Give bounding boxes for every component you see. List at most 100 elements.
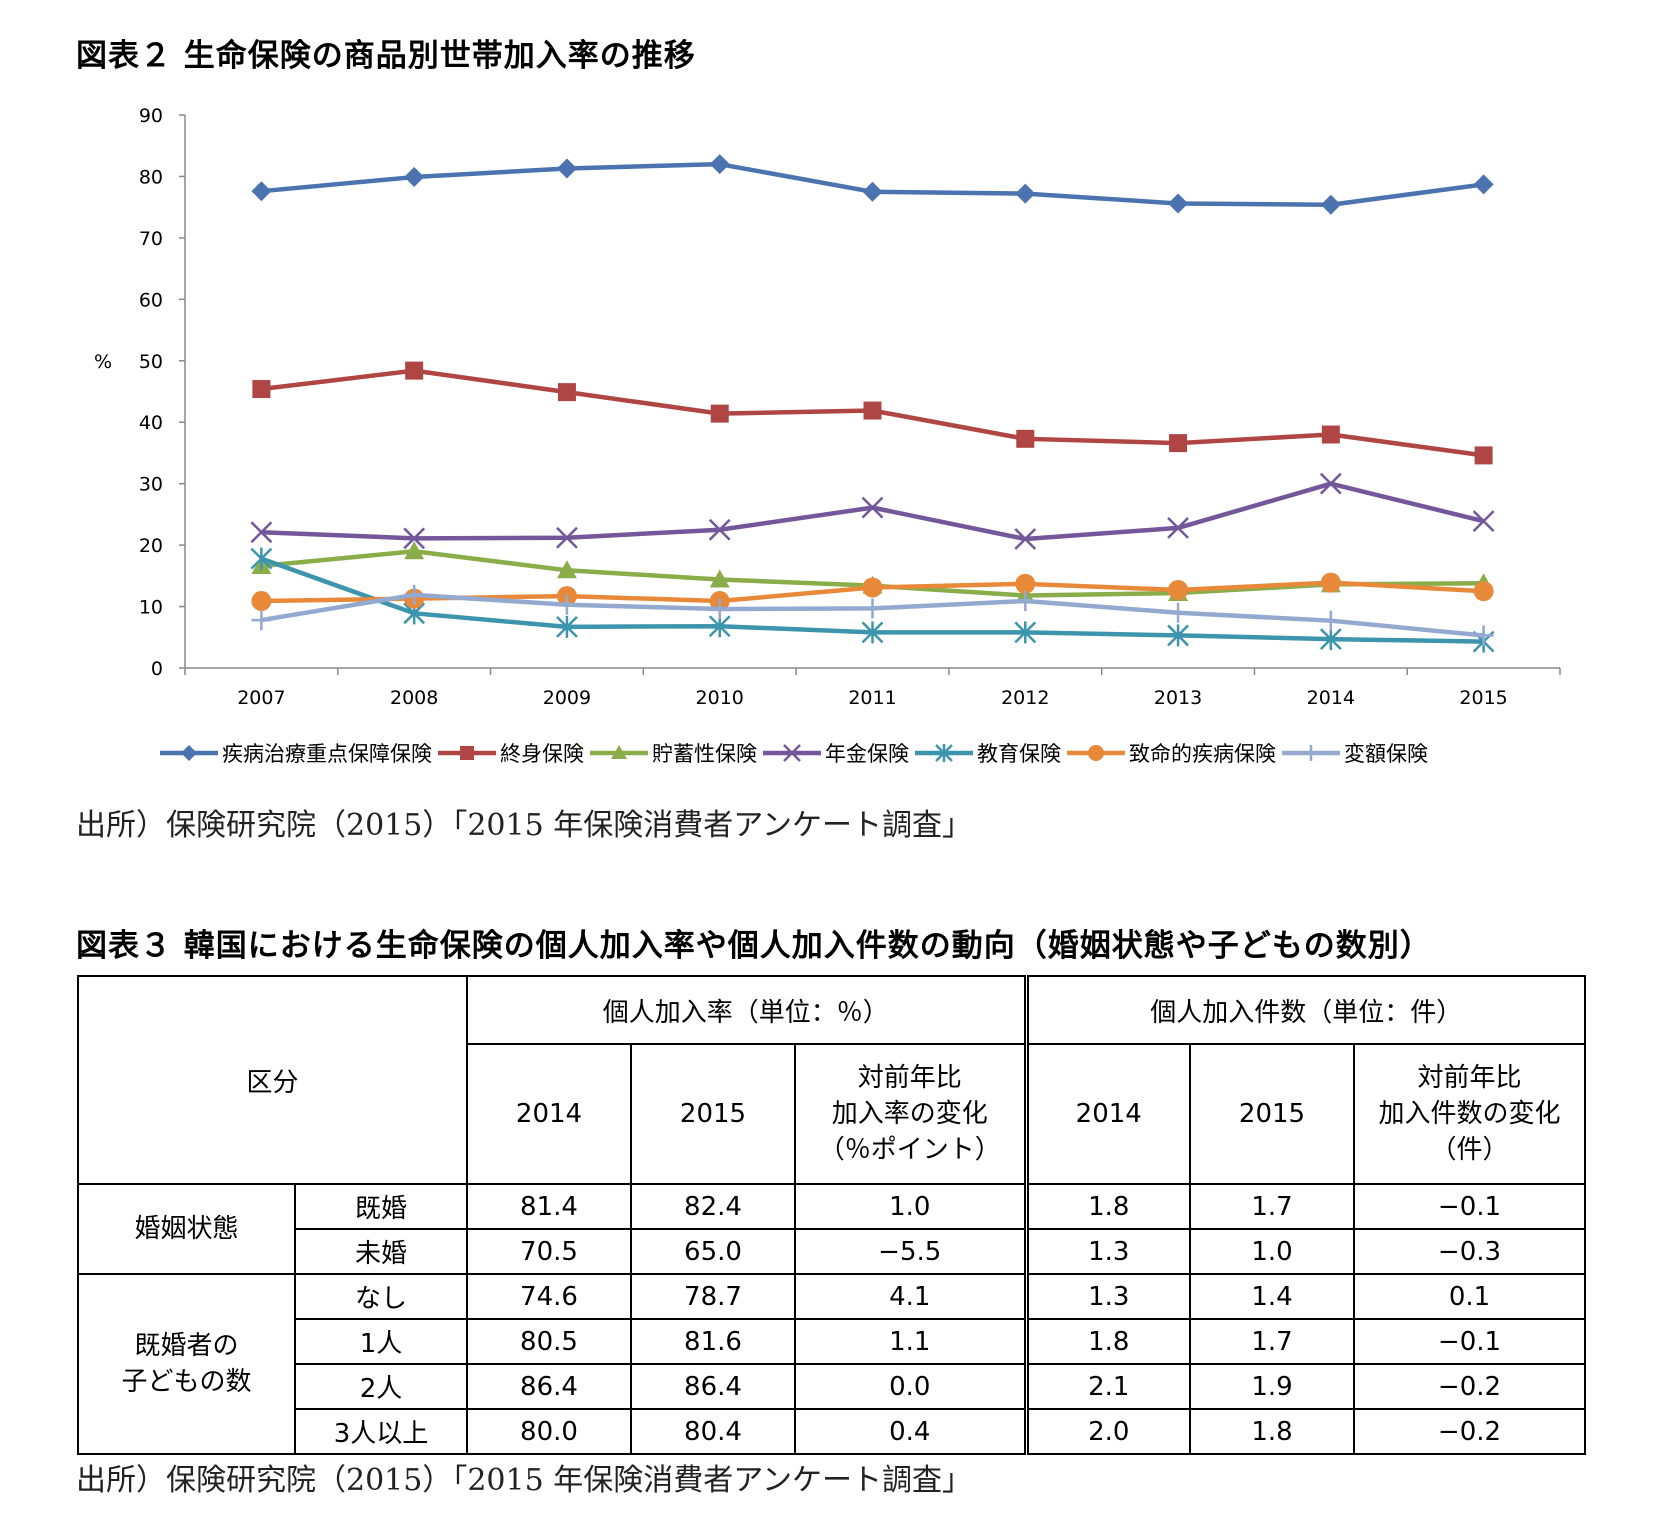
data-point xyxy=(1168,602,1189,623)
value-cell: 1.1 xyxy=(794,1318,1027,1365)
value-cell: 81.6 xyxy=(630,1318,796,1365)
data-point xyxy=(861,496,884,519)
value-cell: 82.4 xyxy=(630,1183,796,1230)
data-point xyxy=(1320,194,1341,215)
data-point xyxy=(1014,528,1037,550)
data-point xyxy=(935,744,953,762)
legend-label: 疾病治療重点保障保険 xyxy=(222,742,432,766)
header-line: 子どもの数 xyxy=(121,1367,252,1397)
y-tick-label: 30 xyxy=(139,474,163,496)
header-row: 区分 個人加入率（単位：％） 個人加入件数（単位：件） xyxy=(77,975,1586,1185)
header-count-change: 対前年比 加入件数の変化 （件） xyxy=(1353,1043,1586,1185)
value-cell: 65.0 xyxy=(630,1228,796,1275)
series-line xyxy=(261,481,1485,542)
data-point xyxy=(1015,183,1036,204)
data-point xyxy=(251,591,272,612)
x-tick-label: 2009 xyxy=(543,687,591,709)
y-tick-label: 80 xyxy=(139,166,163,188)
table-row: 3人以上 80.0 80.4 0.4 2.0 1.8 −0.2 xyxy=(78,1408,1586,1455)
data-point xyxy=(250,521,273,544)
y-tick-label: 0 xyxy=(151,658,163,680)
header-2014: 2014 xyxy=(466,1043,632,1185)
legend-label: 教育保険 xyxy=(977,742,1061,766)
data-point xyxy=(556,615,578,638)
data-point xyxy=(1168,579,1189,600)
data-point xyxy=(1167,517,1189,539)
data-point xyxy=(251,610,272,631)
value-cell: 2.1 xyxy=(1023,1363,1191,1410)
y-axis-label: % xyxy=(94,351,112,373)
value-cell: 86.4 xyxy=(630,1363,796,1410)
header-rate-change: 対前年比 加入率の変化 （％ポイント） xyxy=(794,1043,1027,1185)
legend-item-1: 疾病治療重点保障保険 xyxy=(160,742,432,766)
header-line: （％ポイント） xyxy=(818,1135,1001,1165)
table-row: 2人 86.4 86.4 0.0 2.1 1.9 −0.2 xyxy=(78,1363,1586,1410)
figure3-title: 図表３ 韓国における生命保険の個人加入率や個人加入件数の動向（婚姻状態や子どもの… xyxy=(76,928,1432,964)
data-point xyxy=(783,744,801,762)
data-point xyxy=(1474,446,1493,465)
header-2015: 2015 xyxy=(1189,1043,1355,1185)
value-cell: 1.7 xyxy=(1189,1183,1355,1230)
data-point xyxy=(404,541,425,560)
value-cell: 0.1 xyxy=(1353,1273,1586,1320)
group-label: 既婚者の 子どもの数 xyxy=(77,1273,296,1455)
table-row: 未婚 70.5 65.0 −5.5 1.3 1.0 −0.3 xyxy=(78,1228,1586,1275)
value-cell: −0.1 xyxy=(1353,1183,1586,1230)
x-tick-label: 2013 xyxy=(1154,687,1202,709)
value-cell: 1.7 xyxy=(1189,1318,1355,1365)
value-cell: 1.0 xyxy=(794,1183,1027,1230)
legend-item-7: 変額保険 xyxy=(1281,742,1428,766)
value-cell: 2.0 xyxy=(1023,1408,1191,1455)
data-point xyxy=(862,181,883,202)
value-cell: 1.3 xyxy=(1023,1228,1191,1275)
chart-series xyxy=(250,154,1495,653)
header-2015: 2015 xyxy=(630,1043,796,1185)
header-line: 既婚者の xyxy=(134,1331,239,1361)
data-point xyxy=(557,383,576,402)
data-point xyxy=(862,577,883,598)
value-cell: 1.4 xyxy=(1189,1273,1355,1320)
value-cell: 1.3 xyxy=(1023,1273,1191,1320)
data-point xyxy=(556,158,577,179)
data-point xyxy=(1473,625,1494,646)
header-line: 対前年比 xyxy=(1417,1063,1522,1093)
data-point xyxy=(1087,745,1104,761)
data-point xyxy=(709,599,730,620)
data-point xyxy=(1015,573,1036,594)
header-line: 加入率の変化 xyxy=(831,1099,988,1129)
header-line: 婚姻状態 xyxy=(134,1214,239,1244)
data-point xyxy=(1473,174,1494,195)
header-line: （件） xyxy=(1430,1135,1509,1165)
data-point xyxy=(1321,425,1340,444)
series-7 xyxy=(251,584,1494,646)
data-point xyxy=(1319,472,1342,495)
data-table: 区分 個人加入率（単位：％） 個人加入件数（単位：件） 2014 2015 対前年比 加入率… xyxy=(77,975,1586,1455)
value-cell: 1.8 xyxy=(1023,1183,1191,1230)
value-cell: 86.4 xyxy=(466,1363,632,1410)
chart-legend: 疾病治療重点保障保険 終身保険 貯蓄性保険 年金保険 教育保険 致命的疾病保険 変額保険 xyxy=(160,742,1428,766)
header-count-group: 個人加入件数（単位：件） xyxy=(1023,975,1586,1045)
row-label: 2人 xyxy=(294,1363,468,1410)
data-point xyxy=(403,527,426,550)
y-tick-label: 10 xyxy=(139,597,163,619)
header-2014: 2014 xyxy=(1023,1043,1191,1185)
y-tick-label: 90 xyxy=(139,105,163,127)
value-cell: 0.4 xyxy=(794,1408,1027,1455)
value-cell: 78.7 xyxy=(630,1273,796,1320)
data-point xyxy=(862,598,883,619)
data-point xyxy=(252,380,271,399)
line-chart: 0 10 20 30 40 50 60 70 80 90 2007 2008 2009 2010 2011 2… xyxy=(94,105,1561,766)
value-cell: −0.1 xyxy=(1353,1318,1586,1365)
y-tick-label: 50 xyxy=(139,351,163,373)
data-point xyxy=(610,745,627,759)
legend-item-4: 年金保険 xyxy=(762,742,909,766)
row-label: 3人以上 xyxy=(294,1408,468,1455)
data-point xyxy=(556,526,578,549)
value-cell: 1.8 xyxy=(1023,1318,1191,1365)
data-point xyxy=(1169,434,1188,453)
data-point xyxy=(251,181,272,202)
data-point xyxy=(404,167,425,188)
data-point xyxy=(1472,510,1495,533)
row-label: 未婚 xyxy=(294,1228,468,1275)
value-cell: 80.0 xyxy=(466,1408,632,1455)
